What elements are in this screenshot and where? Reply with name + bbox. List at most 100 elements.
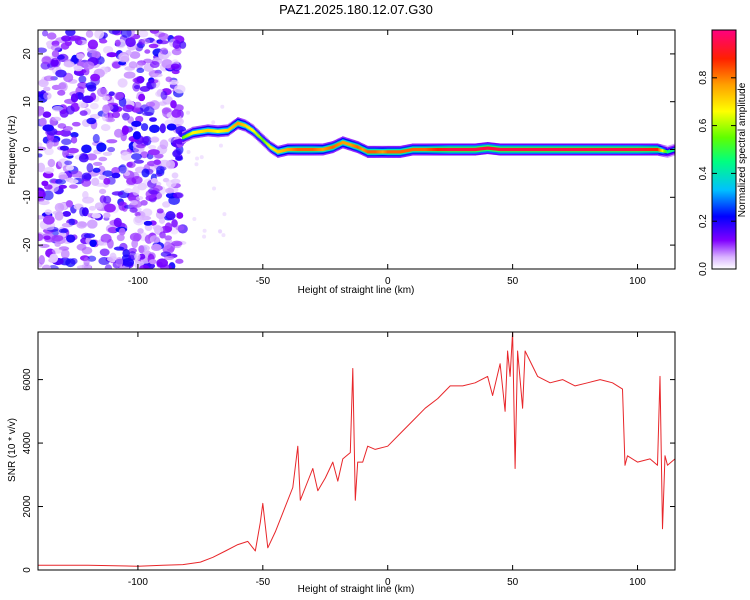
noise-blob (171, 219, 178, 228)
noise-blob (92, 133, 100, 144)
noise-blob (38, 146, 47, 151)
noise-blob (99, 248, 110, 257)
carrier-band (496, 147, 499, 151)
noise-blob (151, 243, 162, 252)
carrier-band (268, 144, 270, 148)
carrier-band (524, 147, 527, 152)
noise-blob (141, 38, 151, 45)
carrier-band (450, 147, 453, 152)
noise-blob (149, 124, 160, 134)
carrier-band (501, 147, 504, 152)
carrier-band (250, 127, 253, 132)
noise-blob (195, 156, 200, 161)
carrier-band (443, 147, 445, 152)
spectrogram-heatmap (38, 30, 675, 269)
carrier-band (312, 147, 314, 152)
carrier-band (566, 147, 569, 152)
noise-blob (86, 84, 97, 92)
noise-blob (78, 75, 87, 84)
noise-blob (58, 174, 69, 180)
noise-blob (38, 106, 45, 116)
carrier-band (248, 126, 250, 130)
carrier-band (350, 143, 353, 147)
carrier-band (476, 147, 479, 151)
noise-blob (149, 60, 160, 69)
carrier-band (626, 147, 629, 152)
noise-blob (113, 246, 125, 251)
carrier-band (237, 121, 239, 125)
carrier-band (385, 150, 388, 154)
x-tick-label: 0 (385, 276, 391, 287)
noise-blob (86, 153, 98, 161)
carrier-band (585, 147, 588, 152)
noise-blob (160, 90, 168, 100)
noise-blob (123, 71, 136, 79)
noise-blob (44, 209, 52, 215)
noise-blob (42, 215, 55, 225)
noise-blob (134, 253, 141, 261)
carrier-band (332, 145, 334, 149)
noise-blob (157, 101, 167, 106)
carrier-band (610, 147, 613, 152)
carrier-band (536, 147, 539, 152)
noise-blob (148, 43, 159, 49)
noise-blob (56, 54, 65, 60)
noise-blob (116, 234, 125, 242)
noise-blob (107, 146, 116, 153)
noise-blob (138, 93, 146, 102)
carrier-band (533, 147, 535, 152)
noise-blob (42, 30, 49, 37)
carrier-band (287, 147, 289, 152)
carrier-band (308, 147, 310, 152)
noise-blob (78, 154, 89, 163)
noise-blob (68, 218, 76, 226)
carrier-band (508, 147, 510, 152)
carrier-band (283, 148, 285, 152)
noise-blob (122, 112, 130, 121)
carrier-band (275, 149, 278, 153)
carrier-band (556, 147, 559, 152)
noise-blob (118, 201, 127, 211)
carrier-band (499, 147, 502, 152)
carrier-band (214, 129, 217, 133)
noise-blob (57, 123, 67, 129)
noise-blob (141, 168, 150, 178)
carrier-band (364, 149, 367, 153)
carrier-band (328, 146, 330, 150)
noise-blob (121, 125, 129, 135)
noise-blob (135, 195, 144, 201)
noise-blob (104, 264, 113, 269)
carrier-band (227, 128, 229, 132)
x-tick-label: 100 (629, 577, 646, 588)
noise-blob (108, 91, 115, 97)
carrier-band (395, 150, 398, 154)
carrier-band (620, 147, 623, 152)
noise-blob (55, 69, 67, 78)
carrier-band (584, 147, 586, 152)
carrier-band (402, 149, 404, 154)
carrier-band (230, 126, 233, 130)
noise-blob (83, 257, 90, 267)
carrier-band (466, 147, 469, 152)
carrier-band (578, 147, 580, 152)
carrier-band (198, 130, 201, 134)
noise-blob (102, 151, 113, 156)
noise-blob (164, 222, 173, 233)
carrier-band (310, 147, 313, 152)
spectrogram-y-label: Frequency (Hz) (7, 116, 18, 185)
noise-blob (68, 184, 78, 189)
noise-blob (94, 30, 105, 39)
carrier-band (323, 147, 325, 151)
noise-blob (38, 255, 45, 265)
carrier-band (307, 147, 309, 152)
noise-blob (76, 39, 83, 45)
carrier-band (545, 147, 548, 152)
noise-blob (179, 41, 187, 49)
carrier-band (576, 147, 579, 152)
carrier-band (581, 147, 584, 152)
noise-blob (51, 234, 64, 242)
carrier-band (460, 147, 463, 152)
carrier-band (272, 147, 274, 151)
noise-blob (92, 167, 101, 173)
noise-blob (137, 182, 147, 191)
